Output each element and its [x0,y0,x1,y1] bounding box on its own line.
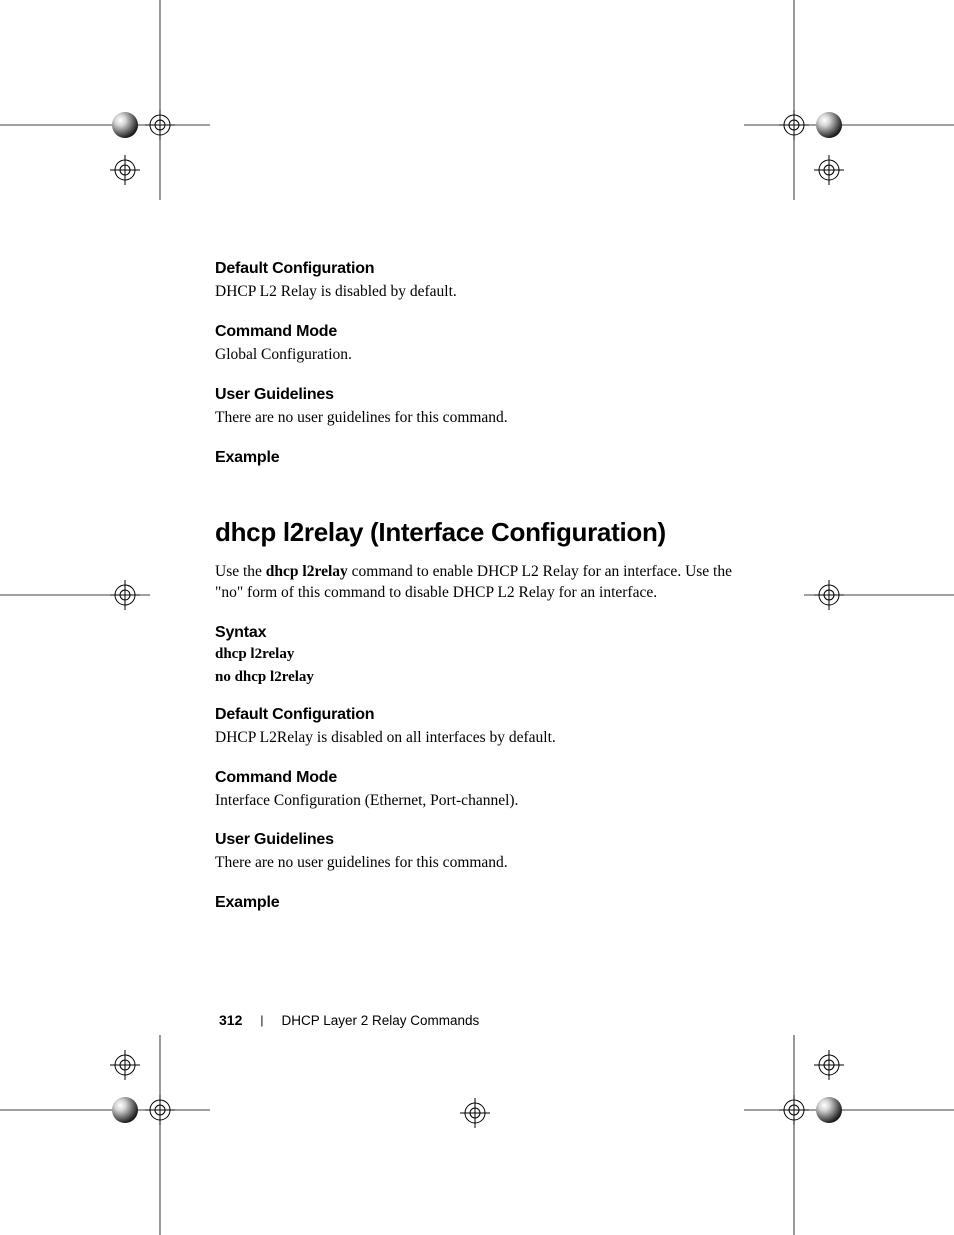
heading-default-config-2: Default Configuration [215,706,755,724]
printmark-right-mid [794,575,954,615]
text-main-bold: dhcp l2relay [266,563,348,580]
printmark-top-left [0,0,220,220]
printmark-top-right [734,0,954,220]
text-main-a: Use the [215,563,266,580]
heading-command-mode-1: Command Mode [215,323,755,341]
printmark-bottom-right [734,1015,954,1235]
text-user-guidelines-1: There are no user guidelines for this co… [215,408,755,429]
footer-chapter-title: DHCP Layer 2 Relay Commands [281,1013,479,1028]
text-default-config-1: DHCP L2 Relay is disabled by default. [215,282,755,303]
printmark-bottom-left [0,1015,220,1235]
syntax-line-1: dhcp l2relay [215,646,755,663]
text-default-config-2: DHCP L2Relay is disabled on all interfac… [215,728,755,749]
heading-command-mode-2: Command Mode [215,769,755,787]
page-content: Default Configuration DHCP L2 Relay is d… [215,260,755,916]
heading-user-guidelines-2: User Guidelines [215,831,755,849]
page-footer: 312 | DHCP Layer 2 Relay Commands [219,1012,479,1028]
text-command-mode-1: Global Configuration. [215,345,755,366]
heading-example-2: Example [215,894,755,912]
heading-default-config-1: Default Configuration [215,260,755,278]
heading-user-guidelines-1: User Guidelines [215,386,755,404]
heading-example-1: Example [215,449,755,467]
printmark-bottom-center [430,1093,520,1133]
text-main-desc: Use the dhcp l2relay command to enable D… [215,562,755,604]
syntax-line-2: no dhcp l2relay [215,669,755,686]
text-user-guidelines-2: There are no user guidelines for this co… [215,853,755,874]
heading-syntax: Syntax [215,624,755,642]
footer-separator: | [260,1013,263,1027]
text-command-mode-2: Interface Configuration (Ethernet, Port-… [215,791,755,812]
heading-main: dhcp l2relay (Interface Configuration) [215,517,755,548]
page-number: 312 [219,1012,242,1028]
printmark-left-mid [0,575,160,615]
